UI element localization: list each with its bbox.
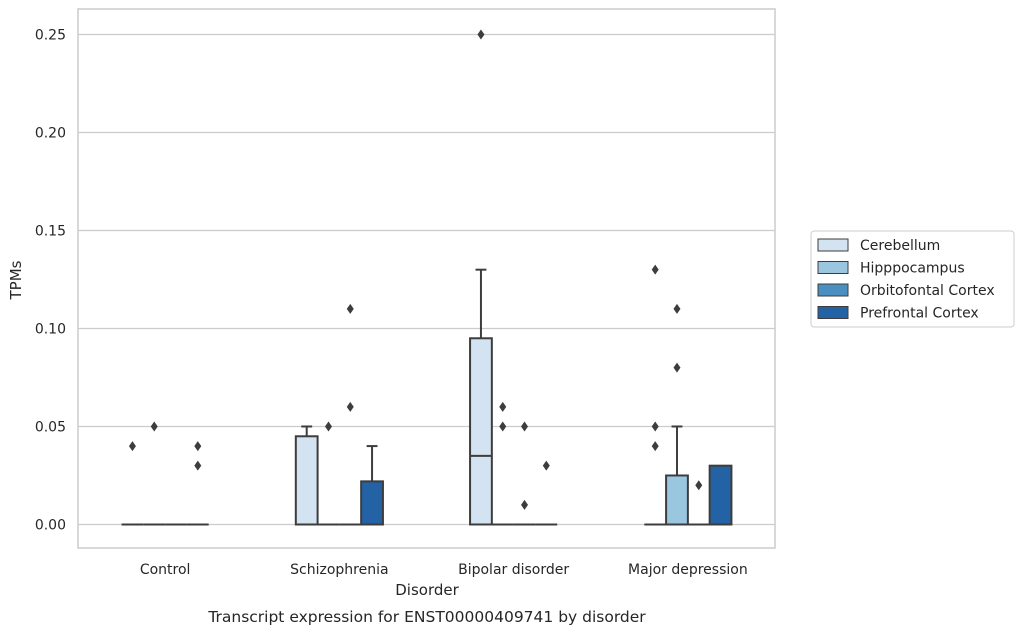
x-tick-label: Schizophrenia: [290, 562, 388, 578]
outlier-marker: [695, 480, 703, 491]
box-body: [469, 337, 493, 526]
box-schizophrenia-cerebellum: [294, 425, 319, 526]
box-bipolar-disorder-hipppocampus: [491, 401, 514, 526]
legend-frame: [810, 230, 1015, 328]
x-tick-label: Bipolar disorder: [458, 562, 569, 578]
outlier-marker: [324, 421, 332, 432]
box-bipolar-disorder-orbitofontal-cortex: [513, 421, 536, 526]
outlier-marker: [542, 460, 550, 471]
chart-caption: Transcript expression for ENST0000040974…: [207, 608, 646, 626]
outlier-marker: [150, 421, 158, 432]
y-tick-label: 0.15: [35, 223, 66, 239]
legend-label-orbitofontal-cortex: Orbitofontal Cortex: [860, 283, 995, 299]
y-tick-label: 0.05: [35, 419, 66, 435]
box-body: [708, 464, 733, 526]
outlier-marker: [651, 264, 659, 275]
legend: Cerebellum Hipppocampus Orbitofontal Corte…: [810, 230, 1015, 328]
y-axis-title: TPMs: [7, 260, 25, 300]
y-tick-label: 0.25: [35, 27, 66, 43]
legend-label-cerebellum: Cerebellum: [860, 238, 940, 254]
y-tick-label: 0.20: [35, 125, 66, 141]
legend-swatch-hipppocampus: [817, 261, 849, 274]
legend-swatch-cerebellum: [817, 238, 849, 252]
outlier-marker: [521, 499, 529, 510]
box-control-cerebellum: [121, 441, 144, 526]
legend-label-prefrontal-cortex: Prefrontal Cortex: [860, 306, 979, 322]
box-schizophrenia-prefrontal-cortex: [360, 445, 384, 526]
outlier-marker: [673, 362, 681, 373]
box-body: [360, 480, 384, 526]
legend-swatch-orbitofontal-cortex: [817, 283, 849, 297]
outlier-marker: [521, 421, 529, 432]
outlier-marker: [128, 441, 136, 452]
box-major-depression-prefrontal-cortex: [708, 464, 733, 526]
plot-frame: [77, 8, 776, 549]
box-major-depression-hipppocampus: [665, 303, 689, 526]
outlier-marker: [194, 460, 202, 471]
box-schizophrenia-hipppocampus: [317, 421, 340, 526]
outlier-marker: [673, 303, 681, 314]
box-plots: [121, 29, 733, 526]
box-major-depression-orbitofontal-cortex: [687, 480, 710, 526]
box-bipolar-disorder-cerebellum: [469, 29, 493, 526]
y-tick-label: 0.00: [35, 517, 66, 533]
box-control-prefrontal-cortex: [186, 441, 209, 526]
box-major-depression-cerebellum: [644, 264, 667, 526]
x-tick-labels: Control Schizophrenia Bipolar disorder Majo…: [140, 562, 748, 578]
outlier-marker: [477, 29, 485, 40]
y-tick-label: 0.10: [35, 321, 66, 337]
outlier-marker: [499, 421, 507, 432]
x-tick-label: Control: [140, 562, 191, 578]
box-body: [665, 474, 689, 526]
box-body: [294, 435, 319, 526]
x-axis-title: Disorder: [395, 581, 459, 599]
x-tick-label: Major depression: [628, 562, 748, 578]
y-tick-labels: 0.00 0.05 0.10 0.15 0.20 0.25: [35, 27, 66, 533]
legend-label-hipppocampus: Hipppocampus: [860, 261, 965, 277]
box-schizophrenia-orbitofontal-cortex: [339, 303, 362, 526]
legend-swatch-prefrontal-cortex: [817, 306, 849, 319]
box-bipolar-disorder-prefrontal-cortex: [535, 460, 558, 526]
outlier-marker: [651, 441, 659, 452]
box-control-hipppocampus: [143, 421, 166, 526]
outlier-marker: [499, 401, 507, 412]
outlier-marker: [346, 401, 354, 412]
outlier-marker: [651, 421, 659, 432]
outlier-marker: [194, 441, 202, 452]
outlier-marker: [346, 303, 354, 314]
gridlines: [78, 33, 775, 526]
